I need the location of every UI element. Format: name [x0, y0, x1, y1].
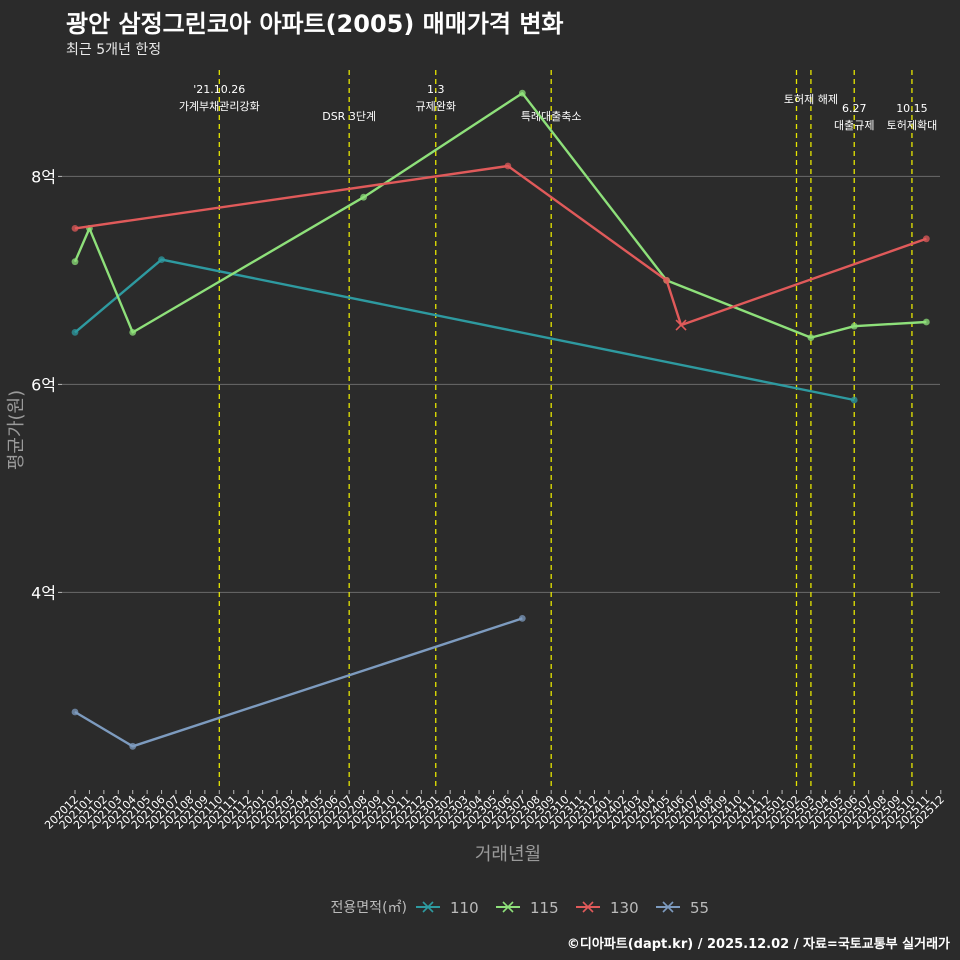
data-point [518, 89, 526, 97]
series-line-55 [74, 617, 523, 748]
legend-entry-115: 115 [530, 899, 559, 917]
series-line-130 [74, 164, 927, 327]
event-label: DSR 3단계 [322, 110, 376, 123]
data-point [850, 396, 858, 404]
legend-key-marker [422, 901, 434, 913]
y-tick-label: 4억 [31, 583, 56, 602]
data-point [71, 225, 79, 232]
legend-entry-110: 110 [450, 899, 479, 917]
data-point [360, 193, 367, 201]
chart-subtitle: 최근 5개년 한정 [66, 42, 162, 58]
event-label: '21.10.26 [193, 83, 245, 96]
event-label: 토허제확대 [887, 119, 938, 132]
data-point [518, 615, 526, 622]
legend-title: 전용면적(㎡) [331, 900, 407, 916]
data-point [71, 708, 79, 716]
event-label: 특례대출축소 [521, 110, 582, 123]
data-point [922, 318, 930, 326]
event-label: 규제완화 [416, 100, 456, 113]
data-point [504, 162, 512, 170]
data-point [71, 258, 79, 266]
event-label: 대출규제 [834, 119, 874, 132]
legend: 전용면적(㎡) 110 115 130 55 [331, 899, 710, 917]
y-axis: 4억 6억 8억 [31, 167, 62, 602]
legend-key-marker [502, 901, 514, 913]
x-axis-label: 거래년월 [475, 844, 541, 865]
event-label: 6.27 [842, 102, 867, 115]
event-label: 1.3 [427, 83, 445, 96]
legend-key-marker [662, 901, 674, 913]
data-point [807, 334, 815, 341]
data-point [158, 256, 165, 263]
event-label: 가계부채관리강화 [179, 100, 260, 113]
y-tick-label: 8억 [31, 167, 56, 186]
legend-key-marker [582, 901, 594, 913]
data-point [922, 235, 930, 243]
series-group [71, 89, 930, 750]
data-point-x [675, 319, 687, 331]
data-point [129, 742, 137, 750]
legend-entry-130: 130 [610, 899, 639, 917]
data-point [129, 329, 137, 336]
source-caption: ©디아파트(dapt.kr) / 2025.12.02 / 자료=국토교통부 실… [566, 937, 950, 952]
x-axis: 2020122021012021022021032021042021052021… [42, 790, 947, 832]
legend-entry-55: 55 [690, 899, 709, 917]
series-line-110 [74, 258, 855, 402]
series-line-115 [73, 91, 927, 339]
event-label: 10.15 [896, 102, 928, 115]
data-point [850, 322, 858, 330]
data-point [663, 277, 671, 284]
chart-title: 광안 삼정그린코아 아파트(2005) 매매가격 변화 [66, 10, 564, 38]
data-point [71, 329, 79, 336]
grid-lines [62, 175, 940, 593]
event-label: 토허제 해제 [784, 92, 838, 106]
y-tick-label: 6억 [31, 375, 56, 394]
y-axis-label: 평균가(원) [6, 390, 27, 470]
